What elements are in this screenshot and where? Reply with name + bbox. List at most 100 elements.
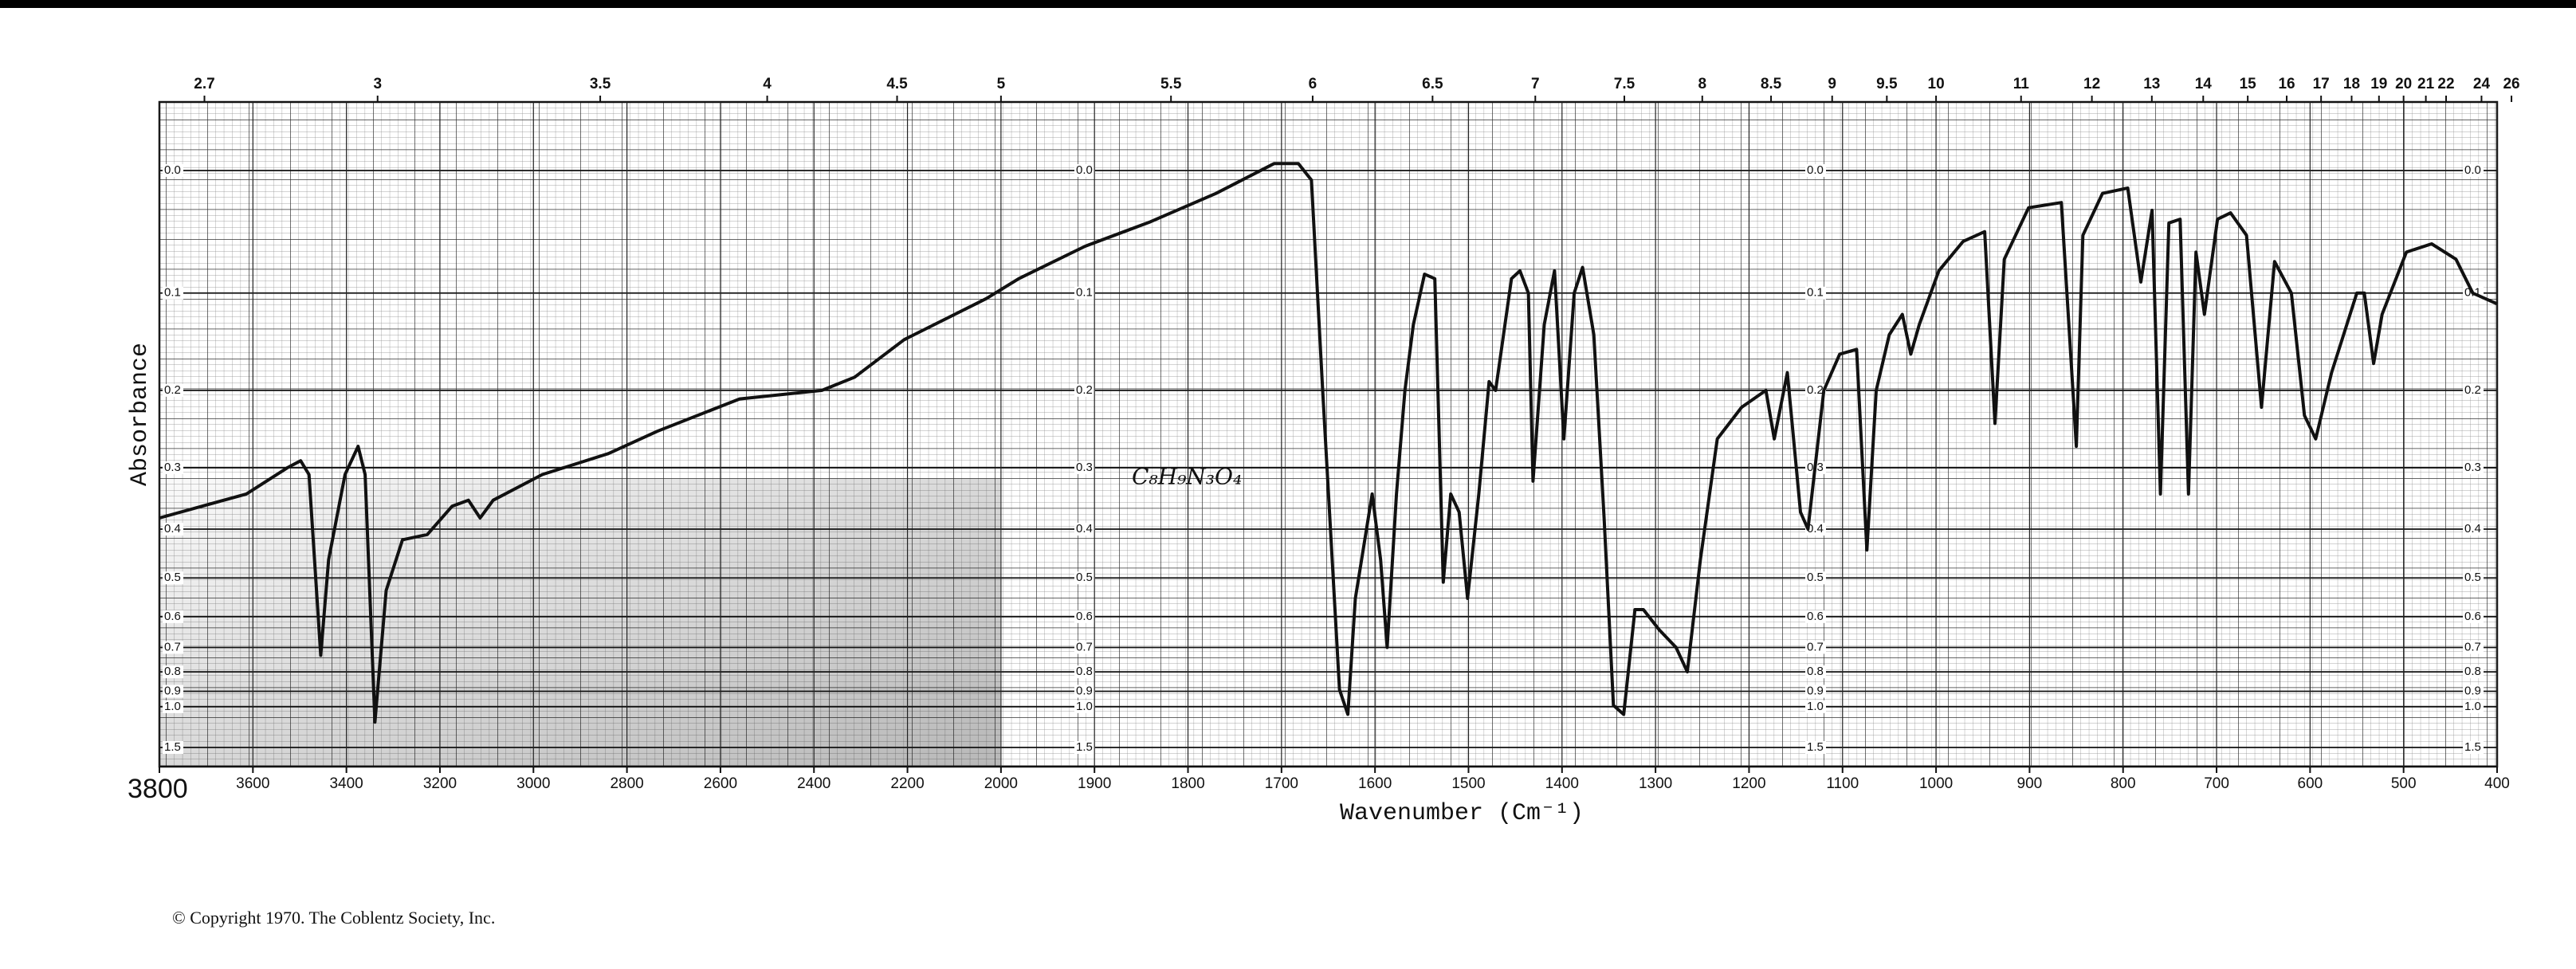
y-tick-label: 1.5 [1076, 740, 1093, 754]
x-tick-label: 2000 [984, 775, 1018, 792]
y-tick-label: 0.0 [164, 163, 181, 177]
y-tick-label: 0.4 [1807, 522, 1824, 536]
tick-label-bg [2463, 700, 2484, 713]
y-tick-label: 0.1 [164, 286, 181, 300]
x-tick-label: 3600 [236, 775, 269, 792]
y-tick-label: 1.5 [2464, 740, 2481, 754]
y-tick-label: 0.8 [1076, 665, 1093, 678]
scan-edge [0, 0, 2576, 8]
x-tick-label: 1200 [1732, 775, 1765, 792]
x-tick-label: 1100 [1826, 775, 1859, 792]
tick-label-bg [1805, 523, 1826, 536]
tick-label-bg [1074, 523, 1095, 536]
x2-tick-label: 12 [2083, 76, 2100, 92]
x-tick-label: 2200 [890, 775, 924, 792]
x2-tick-label: 6.5 [1422, 76, 1443, 92]
x2-tick-label: 3 [373, 76, 382, 92]
tick-label-bg [1074, 685, 1095, 698]
x2-tick-label: 26 [2503, 76, 2519, 92]
x-tick-label: 3800 [128, 774, 188, 804]
tick-label-bg [163, 286, 183, 300]
tick-label-bg [2463, 523, 2484, 536]
x-tick-label: 1600 [1358, 775, 1392, 792]
y-tick-label: 0.1 [1807, 286, 1824, 300]
x2-tick-label: 21 [2417, 76, 2435, 92]
y-tick-label: 0.6 [164, 610, 181, 623]
tick-label-bg [1805, 665, 1826, 679]
x2-tick-label: 19 [2370, 76, 2387, 92]
tick-label-bg [1074, 610, 1095, 623]
y-tick-label: 0.4 [1076, 522, 1093, 536]
x2-tick-label: 6 [1309, 76, 1317, 92]
y-tick-label: 0.7 [164, 640, 181, 653]
tick-label-bg [163, 523, 183, 536]
tick-label-bg [163, 665, 183, 679]
tick-label-bg [1805, 641, 1826, 654]
x2-tick-label: 15 [2240, 76, 2257, 92]
tick-label-bg [1805, 286, 1826, 300]
tick-label-bg [2463, 461, 2484, 474]
y-tick-label: 1.0 [2464, 700, 2481, 713]
tick-label-bg [1805, 571, 1826, 585]
x2-tick-label: 24 [2473, 76, 2491, 92]
x-tick-label: 1800 [1171, 775, 1204, 792]
tick-label-bg [2463, 383, 2484, 397]
x2-tick-label: 18 [2343, 76, 2360, 92]
y-tick-label: 0.5 [164, 571, 181, 584]
x-tick-label: 1500 [1451, 775, 1485, 792]
tick-label-bg [1074, 286, 1095, 300]
tick-label-bg [163, 685, 183, 698]
tick-label-bg [1805, 700, 1826, 713]
x-tick-label: 3200 [423, 775, 457, 792]
x2-tick-label: 9 [1828, 76, 1836, 92]
tick-label-bg [2463, 665, 2484, 679]
y-tick-label: 0.7 [1076, 640, 1093, 653]
tick-label-bg [1074, 571, 1095, 585]
y-tick-label: 0.6 [1076, 610, 1093, 623]
y-tick-label: 0.5 [1076, 571, 1093, 584]
y-tick-label: 0.9 [164, 684, 181, 697]
y-tick-label: 0.2 [1076, 383, 1093, 397]
y-tick-label: 0.3 [164, 461, 181, 474]
x-tick-label: 1300 [1639, 775, 1672, 792]
x2-tick-label: 2.7 [194, 76, 214, 92]
tick-label-bg [1074, 164, 1095, 177]
tick-label-bg [163, 700, 183, 713]
x2-tick-label: 4 [763, 76, 772, 92]
tick-label-bg [2463, 164, 2484, 177]
y-tick-label: 0.1 [1076, 286, 1093, 300]
tick-label-bg [163, 641, 183, 654]
x-tick-label: 600 [2298, 775, 2323, 792]
y-tick-label: 0.9 [2464, 684, 2481, 697]
y-tick-label: 0.4 [2464, 522, 2481, 536]
shading [159, 478, 1000, 767]
tick-label-bg [2463, 571, 2484, 585]
x-tick-label: 1700 [1265, 775, 1298, 792]
y-tick-label: 0.4 [164, 522, 181, 536]
tick-label-bg [2463, 641, 2484, 654]
tick-label-bg [2463, 685, 2484, 698]
y-tick-label: 0.8 [164, 665, 181, 678]
x-tick-label: 1400 [1545, 775, 1579, 792]
y-tick-label: 0.2 [1807, 383, 1824, 397]
tick-label-bg [1074, 741, 1095, 754]
x2-tick-label: 8 [1698, 76, 1706, 92]
y-tick-label: 0.2 [2464, 383, 2481, 397]
tick-label-bg [1074, 700, 1095, 713]
tick-label-bg [163, 461, 183, 474]
tick-label-bg [163, 741, 183, 754]
y-tick-label: 0.0 [1807, 163, 1824, 177]
x2-tick-label: 8.5 [1761, 76, 1782, 92]
y-tick-label: 1.5 [1807, 740, 1824, 754]
y-tick-label: 1.0 [1076, 700, 1093, 713]
y-tick-label: 0.0 [2464, 163, 2481, 177]
x2-tick-label: 17 [2313, 76, 2330, 92]
x-tick-label: 400 [2484, 775, 2510, 792]
tick-label-bg [163, 571, 183, 585]
tick-label-bg [1805, 610, 1826, 623]
x2-tick-label: 13 [2143, 76, 2160, 92]
y-tick-label: 0.8 [1807, 665, 1824, 678]
tick-label-bg [163, 383, 183, 397]
y-tick-label: 0.9 [1076, 684, 1093, 697]
